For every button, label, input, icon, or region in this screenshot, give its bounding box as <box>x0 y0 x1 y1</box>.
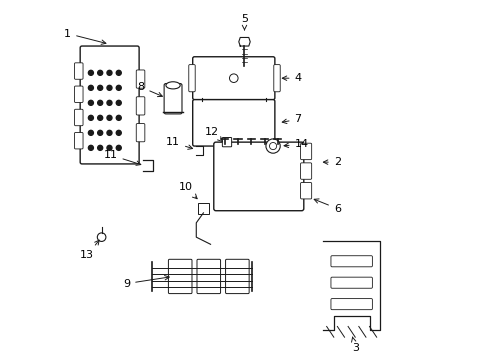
Text: 3: 3 <box>351 337 358 353</box>
Ellipse shape <box>165 82 180 89</box>
FancyBboxPatch shape <box>74 63 83 79</box>
Text: 14: 14 <box>284 139 308 149</box>
Circle shape <box>98 70 102 75</box>
FancyBboxPatch shape <box>136 97 144 115</box>
Circle shape <box>98 85 102 90</box>
Circle shape <box>116 100 121 105</box>
FancyBboxPatch shape <box>225 259 248 294</box>
Text: 13: 13 <box>80 240 99 260</box>
FancyBboxPatch shape <box>192 100 274 146</box>
FancyBboxPatch shape <box>74 109 83 126</box>
Text: 7: 7 <box>282 114 301 124</box>
Circle shape <box>116 115 121 120</box>
Circle shape <box>269 143 276 150</box>
FancyBboxPatch shape <box>74 86 83 103</box>
Circle shape <box>265 139 280 153</box>
Circle shape <box>116 70 121 75</box>
FancyBboxPatch shape <box>136 123 144 142</box>
Circle shape <box>98 115 102 120</box>
FancyBboxPatch shape <box>222 138 231 147</box>
FancyBboxPatch shape <box>164 84 182 114</box>
FancyBboxPatch shape <box>74 132 83 149</box>
Text: 5: 5 <box>241 14 247 30</box>
FancyBboxPatch shape <box>80 46 139 164</box>
Text: 4: 4 <box>282 73 301 83</box>
FancyBboxPatch shape <box>197 259 220 294</box>
Circle shape <box>88 145 93 150</box>
Text: 11: 11 <box>166 138 192 149</box>
Circle shape <box>107 70 112 75</box>
FancyBboxPatch shape <box>168 259 192 294</box>
FancyBboxPatch shape <box>300 163 311 179</box>
Text: 12: 12 <box>205 127 222 141</box>
Text: 6: 6 <box>313 199 340 213</box>
Text: 8: 8 <box>137 82 162 96</box>
Circle shape <box>88 100 93 105</box>
FancyBboxPatch shape <box>188 64 195 92</box>
Circle shape <box>98 100 102 105</box>
Circle shape <box>88 85 93 90</box>
Circle shape <box>107 115 112 120</box>
Circle shape <box>116 85 121 90</box>
FancyBboxPatch shape <box>330 298 372 310</box>
Circle shape <box>116 145 121 150</box>
Circle shape <box>88 70 93 75</box>
FancyBboxPatch shape <box>330 277 372 288</box>
FancyBboxPatch shape <box>273 64 280 92</box>
Circle shape <box>88 130 93 135</box>
Circle shape <box>88 115 93 120</box>
Circle shape <box>98 130 102 135</box>
Text: 2: 2 <box>323 157 340 167</box>
FancyBboxPatch shape <box>300 183 311 199</box>
Circle shape <box>97 233 106 242</box>
FancyBboxPatch shape <box>213 142 303 211</box>
Circle shape <box>98 145 102 150</box>
FancyBboxPatch shape <box>136 70 144 88</box>
Circle shape <box>107 130 112 135</box>
Circle shape <box>107 85 112 90</box>
Text: 10: 10 <box>178 182 197 199</box>
FancyBboxPatch shape <box>330 256 372 267</box>
FancyBboxPatch shape <box>192 57 274 100</box>
FancyBboxPatch shape <box>198 203 208 213</box>
Circle shape <box>229 74 238 82</box>
Text: 11: 11 <box>103 150 141 165</box>
Text: 9: 9 <box>123 275 169 289</box>
Circle shape <box>107 145 112 150</box>
Circle shape <box>107 100 112 105</box>
Circle shape <box>116 130 121 135</box>
Text: 1: 1 <box>64 28 106 44</box>
FancyBboxPatch shape <box>300 143 311 159</box>
